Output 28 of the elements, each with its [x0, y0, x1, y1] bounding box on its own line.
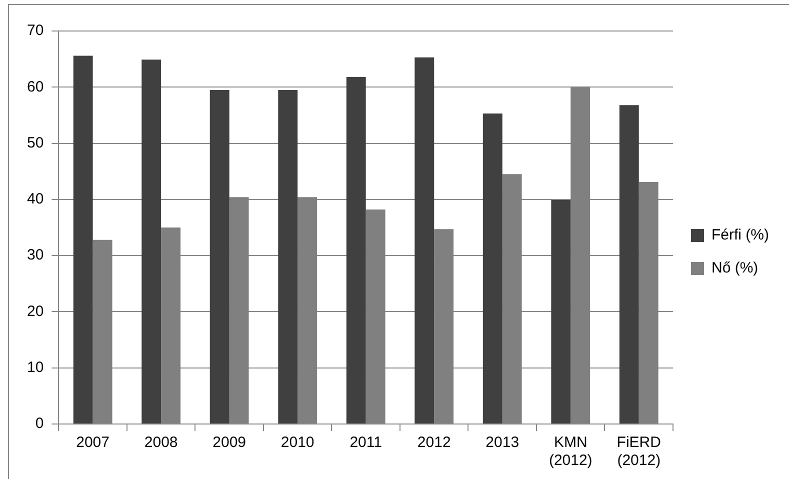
x-tick-label: 2013 — [486, 434, 520, 452]
bar — [482, 114, 502, 424]
y-tick-label: 50 — [26, 134, 44, 152]
bar — [414, 57, 434, 424]
y-tick-label: 10 — [26, 359, 44, 376]
x-tick-label: KMN (2012) — [548, 434, 592, 470]
bar — [551, 200, 571, 424]
y-tick-label: 0 — [35, 415, 44, 432]
x-tick-label: 2012 — [417, 434, 451, 452]
bar — [278, 90, 298, 424]
x-tick-label: 2009 — [212, 434, 246, 452]
x-tick-label: 2010 — [280, 434, 314, 452]
bar — [142, 60, 162, 424]
bar — [210, 90, 230, 424]
y-tick-label: 70 — [26, 22, 44, 40]
x-tick-label: 2008 — [144, 434, 178, 452]
bar — [346, 77, 366, 424]
bar — [619, 105, 639, 424]
bar — [73, 56, 93, 424]
legend-label: Férfi (%) — [712, 226, 770, 244]
x-tick-label: 2007 — [76, 434, 110, 452]
y-tick-label: 40 — [26, 190, 44, 208]
y-tick-label: 20 — [26, 302, 44, 320]
legend-label: Nő (%) — [712, 260, 758, 277]
x-tick-label: FiERD (2012) — [616, 434, 662, 470]
x-tick-label: 2011 — [350, 434, 382, 452]
y-tick-label: 60 — [26, 78, 44, 96]
y-tick-label: 30 — [26, 246, 44, 264]
